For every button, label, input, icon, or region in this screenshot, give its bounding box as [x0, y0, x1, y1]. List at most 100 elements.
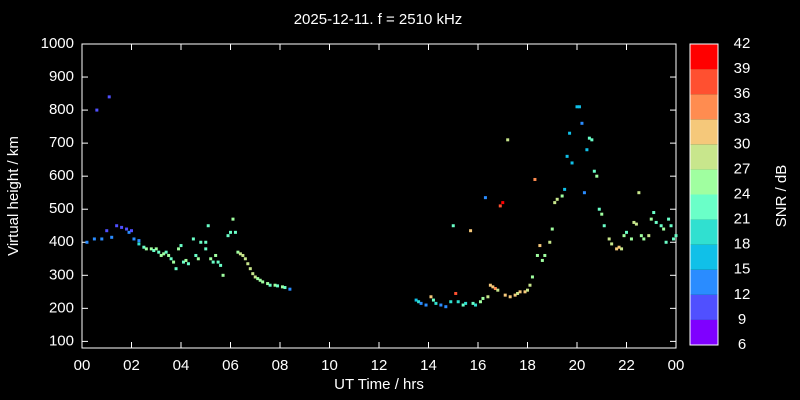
data-point: [592, 169, 596, 173]
data-point: [174, 267, 178, 271]
data-point: [414, 298, 418, 302]
data-point: [647, 234, 651, 238]
data-point: [461, 303, 465, 307]
data-point: [637, 191, 641, 195]
data-point: [625, 230, 628, 234]
data-point: [607, 237, 611, 241]
colorbar-tick-label: 36: [734, 85, 751, 102]
colorbar-tick-label: 27: [734, 160, 751, 177]
data-point: [580, 121, 584, 125]
data-point: [206, 224, 210, 228]
data-point: [538, 244, 542, 248]
colorbar-tick-label: 12: [734, 286, 751, 303]
data-point: [256, 277, 260, 281]
colorbar-tick-label: 24: [734, 185, 751, 202]
data-point: [590, 138, 594, 142]
data-point: [125, 227, 129, 231]
data-point: [248, 267, 252, 271]
data-point: [456, 300, 460, 304]
data-point: [273, 283, 277, 287]
data-point: [659, 224, 663, 228]
data-point: [563, 187, 567, 191]
data-point: [92, 237, 96, 241]
data-point: [288, 287, 292, 291]
y-tick-label: 500: [49, 200, 74, 217]
data-point: [184, 258, 188, 262]
x-tick-label: 20: [569, 357, 586, 374]
colorbar-bin: [690, 269, 718, 295]
data-point: [152, 249, 156, 253]
data-point: [451, 224, 455, 228]
colorbar-tick-label: 39: [734, 60, 751, 77]
data-point: [486, 295, 490, 299]
data-point: [229, 230, 232, 234]
colorbar-tick-label: 21: [734, 211, 751, 228]
y-tick-label: 300: [49, 266, 74, 283]
data-point: [439, 303, 443, 307]
data-point: [528, 283, 532, 287]
data-point: [127, 230, 131, 234]
data-point: [233, 230, 237, 234]
data-point: [172, 260, 176, 264]
data-point: [95, 108, 99, 112]
data-point: [137, 242, 141, 246]
data-point: [474, 303, 478, 307]
data-point: [159, 253, 163, 257]
y-tick-label: 800: [49, 101, 74, 118]
data-point: [253, 275, 257, 279]
data-point: [191, 237, 195, 241]
data-point: [464, 301, 468, 305]
x-tick-label: 14: [420, 357, 437, 374]
data-point: [107, 95, 111, 99]
data-point: [186, 262, 190, 266]
data-point: [196, 257, 200, 261]
data-point: [535, 253, 539, 257]
data-point: [508, 295, 512, 299]
data-point: [419, 301, 423, 305]
data-point: [600, 212, 604, 216]
data-point: [543, 253, 547, 257]
data-point: [246, 262, 250, 266]
data-point: [587, 136, 591, 140]
data-point: [582, 191, 586, 195]
data-point: [219, 263, 223, 267]
x-tick-label: 22: [618, 357, 635, 374]
data-point: [518, 290, 522, 294]
data-point: [652, 211, 656, 215]
y-axis-label: Virtual height / km: [5, 136, 22, 256]
colorbar-bin: [690, 94, 718, 120]
data-point: [602, 224, 606, 228]
x-tick-label: 00: [74, 357, 91, 374]
colorbar-tick-label: 33: [734, 110, 751, 127]
data-point: [258, 278, 262, 282]
data-point: [144, 247, 148, 251]
x-tick-label: 18: [519, 357, 536, 374]
data-point: [179, 244, 183, 248]
data-point: [216, 260, 220, 264]
y-tick-label: 100: [49, 332, 74, 349]
data-point: [622, 234, 626, 238]
x-tick-label: 12: [371, 357, 388, 374]
data-point: [493, 287, 497, 291]
data-point: [610, 242, 614, 246]
data-point: [617, 245, 621, 249]
data-point: [211, 260, 215, 264]
data-point: [221, 273, 225, 277]
data-point: [231, 217, 235, 221]
data-point: [585, 148, 589, 152]
data-point: [162, 252, 166, 256]
data-point: [553, 201, 557, 205]
y-tick-label: 700: [49, 134, 74, 151]
data-point: [283, 286, 287, 290]
data-point: [238, 252, 242, 256]
data-point: [85, 240, 89, 244]
data-point: [575, 105, 579, 109]
data-point: [615, 247, 619, 251]
data-point: [672, 237, 676, 241]
data-point: [530, 275, 534, 279]
x-tick-label: 08: [272, 357, 289, 374]
colorbar-tick-label: 18: [734, 236, 751, 253]
data-point: [157, 250, 161, 254]
data-point: [503, 293, 507, 297]
data-point: [506, 138, 510, 142]
